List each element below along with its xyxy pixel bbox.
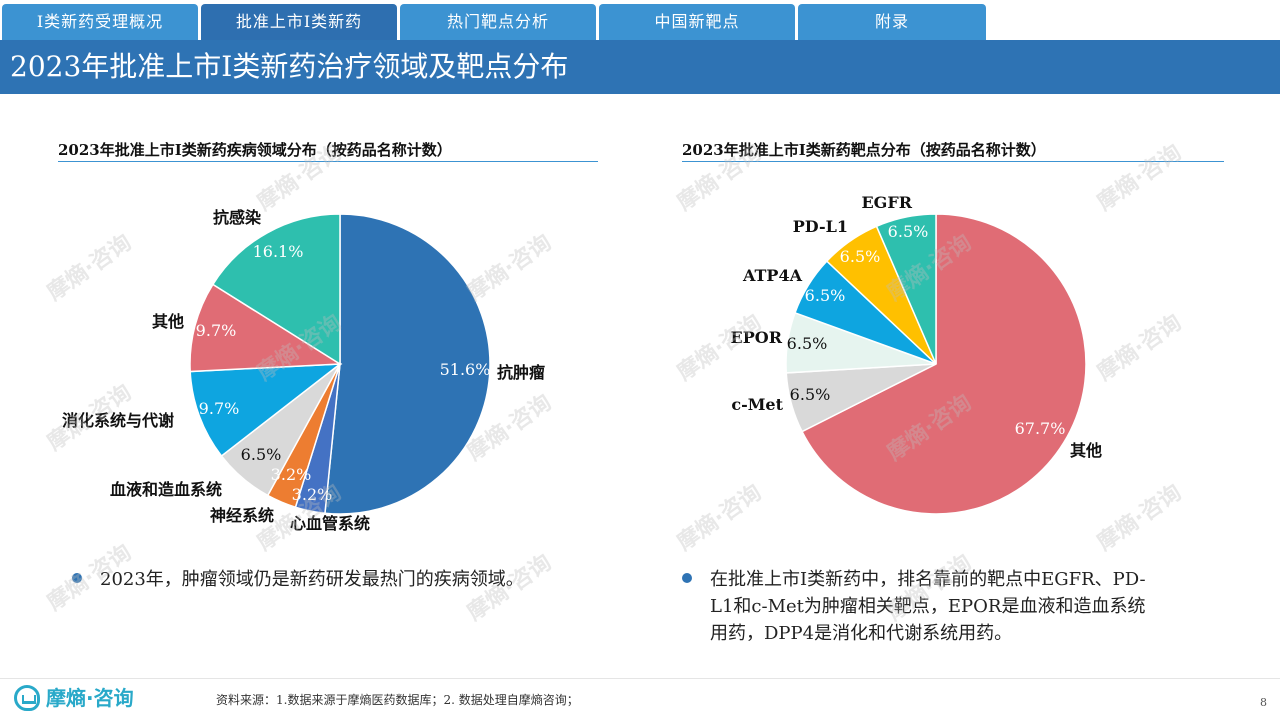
pie-category-label-2: EPOR bbox=[731, 328, 783, 347]
pie-value-label-1: 6.5% bbox=[790, 385, 831, 404]
page-title: 2023年批准上市I类新药治疗领域及靶点分布 bbox=[10, 50, 569, 83]
pie-value-label-4: 9.7% bbox=[199, 399, 240, 418]
left-bullet-text: 2023年，肿瘤领域仍是新药研发最热门的疾病领域。 bbox=[100, 569, 524, 590]
tab-acceptance-overview[interactable]: I类新药受理概况 bbox=[2, 4, 198, 40]
pie-category-label-1: c-Met bbox=[731, 395, 783, 414]
data-source-note: 资料来源：1.数据来源于摩熵医药数据库；2. 数据处理自摩熵咨询； bbox=[216, 693, 579, 707]
pie-value-label-2: 3.2% bbox=[271, 465, 312, 484]
pie-value-label-6: 16.1% bbox=[253, 242, 304, 261]
pie-value-label-5: 6.5% bbox=[888, 222, 929, 241]
left-chart-heading: 2023年批准上市I类新药疾病领域分布（按药品名称计数） bbox=[58, 141, 452, 159]
tab-china-new-targets[interactable]: 中国新靶点 bbox=[599, 4, 795, 40]
pie-slice-5 bbox=[189, 283, 343, 373]
pie-value-label-0: 67.7% bbox=[1015, 419, 1066, 438]
pie-value-label-3: 6.5% bbox=[241, 445, 282, 464]
pie-value-label-2: 6.5% bbox=[787, 334, 828, 353]
pie-value-label-0: 51.6% bbox=[440, 360, 491, 379]
pie-slice-0 bbox=[324, 213, 491, 515]
tab-appendix[interactable]: 附录 bbox=[798, 4, 986, 40]
target-pie-chart: 67.7% 6.5% 6.5% 6.5% 6.5% 6.5% 其他 c-Met EPOR ATP4… bbox=[731, 193, 1102, 515]
tab-approved-new-drugs[interactable]: 批准上市I类新药 bbox=[201, 4, 397, 40]
pie-category-label-3: ATP4A bbox=[742, 266, 803, 285]
pie-category-label-3: 血液和造血系统 bbox=[110, 480, 222, 499]
right-bullet-line-1: 在批准上市I类新药中，排名靠前的靶点中EGFR、PD- bbox=[710, 569, 1146, 590]
pie-category-label-0: 抗肿瘤 bbox=[497, 363, 545, 382]
top-nav-tabs: I类新药受理概况 批准上市I类新药 热门靶点分析 中国新靶点 附录 bbox=[0, 0, 1280, 40]
pie-value-label-3: 6.5% bbox=[805, 286, 846, 305]
bullet-dot bbox=[72, 573, 82, 583]
pie-slice-4 bbox=[189, 363, 343, 457]
pie-category-label-5: EGFR bbox=[861, 193, 912, 212]
pie-category-label-6: 抗感染 bbox=[213, 208, 262, 227]
title-bar: 2023年批准上市I类新药治疗领域及靶点分布 bbox=[0, 40, 1280, 94]
right-heading-rule bbox=[682, 161, 1224, 162]
pie-value-label-5: 9.7% bbox=[196, 321, 237, 340]
left-heading-rule bbox=[58, 161, 598, 162]
tab-hot-targets[interactable]: 热门靶点分析 bbox=[400, 4, 596, 40]
pie-category-label-5: 其他 bbox=[152, 312, 184, 331]
right-bullet: 在批准上市I类新药中，排名靠前的靶点中EGFR、PD- L1和c-Met为肿瘤相… bbox=[682, 566, 1242, 650]
pie-category-label-4: 消化系统与代谢 bbox=[62, 411, 174, 430]
pie-slice-0 bbox=[801, 213, 1087, 515]
pie-value-label-1: 3.2% bbox=[292, 485, 333, 504]
brand-logo-icon bbox=[14, 685, 40, 711]
pie-category-label-0: 其他 bbox=[1070, 441, 1102, 460]
disease-area-pie-chart: 51.6%3.2%3.2%6.5%9.7%9.7%16.1%抗肿瘤心血管系统神经… bbox=[62, 208, 545, 533]
page-number: 8 bbox=[1260, 696, 1267, 709]
footer bbox=[0, 678, 1280, 720]
pie-value-label-4: 6.5% bbox=[840, 247, 881, 266]
left-bullet: 2023年，肿瘤领域仍是新药研发最热门的疾病领域。 bbox=[72, 566, 632, 596]
brand-logo-text: 摩熵·咨询 bbox=[46, 686, 134, 710]
pie-slice-6 bbox=[211, 213, 341, 366]
right-bullet-line-2: L1和c-Met为肿瘤相关靶点，EPOR是血液和造血系统 bbox=[710, 596, 1146, 617]
right-bullet-line-3: 用药，DPP4是消化和代谢系统用药。 bbox=[710, 623, 1013, 644]
pie-category-label-4: PD-L1 bbox=[793, 217, 848, 236]
bullet-dot bbox=[682, 573, 692, 583]
right-chart-heading: 2023年批准上市I类新药靶点分布（按药品名称计数） bbox=[682, 141, 1046, 159]
pie-category-label-2: 神经系统 bbox=[210, 506, 274, 525]
pie-slice-5 bbox=[875, 213, 937, 365]
pie-category-label-1: 心血管系统 bbox=[290, 514, 370, 533]
